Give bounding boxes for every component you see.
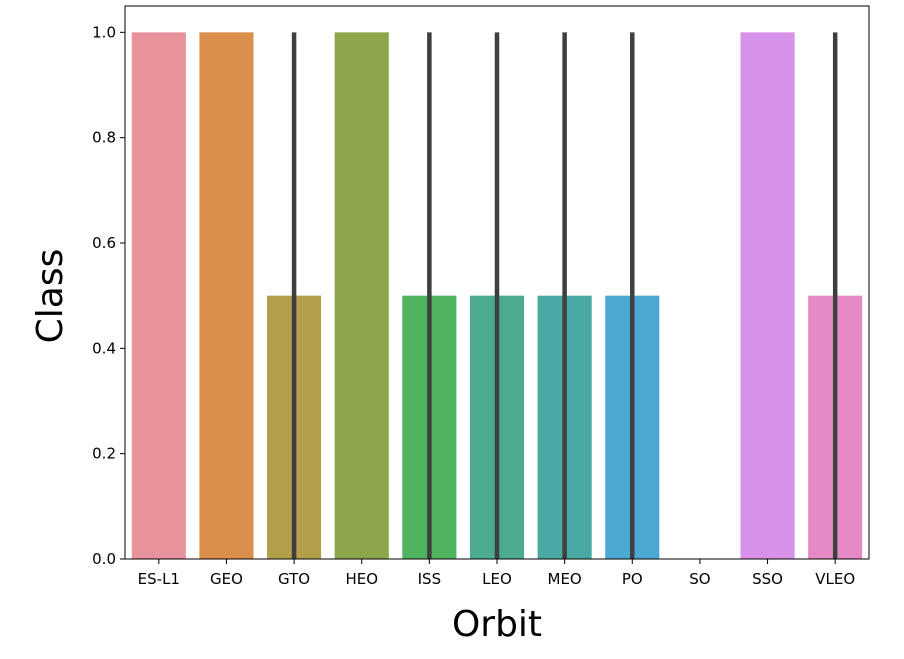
x-tick-label: ISS [418, 570, 441, 588]
y-tick-label: 1.0 [92, 23, 116, 41]
error-bars-layer [291, 32, 838, 559]
y-tick-label: 0.8 [92, 129, 116, 147]
x-tick-label: SSO [752, 570, 783, 588]
y-tick-label: 0.0 [92, 550, 116, 568]
bar-heo [334, 32, 389, 560]
x-axis-label: Orbit [452, 604, 542, 645]
x-tick-label: HEO [345, 570, 378, 588]
x-tick-label: ES-L1 [138, 570, 180, 588]
x-tick-label: VLEO [815, 570, 855, 588]
bar-sso [740, 32, 795, 560]
y-axis-label: Class [30, 249, 71, 344]
x-tick-label: SO [689, 570, 710, 588]
bar-es-l1 [131, 32, 186, 560]
y-tick-label: 0.2 [92, 445, 116, 463]
y-tick-label: 0.6 [92, 234, 116, 252]
x-tick-label: GEO [210, 570, 243, 588]
x-tick-label: GTO [278, 570, 310, 588]
x-tick-label: LEO [482, 570, 512, 588]
bar-geo [199, 32, 254, 560]
ticks-layer: ES-L1 GEO GTO HEO ISS LEO MEO PO SO SSO VLEO 0.0 0.2… [92, 23, 855, 588]
x-tick-label: MEO [548, 570, 582, 588]
y-tick-label: 0.4 [92, 339, 116, 357]
x-tick-label: PO [622, 570, 643, 588]
